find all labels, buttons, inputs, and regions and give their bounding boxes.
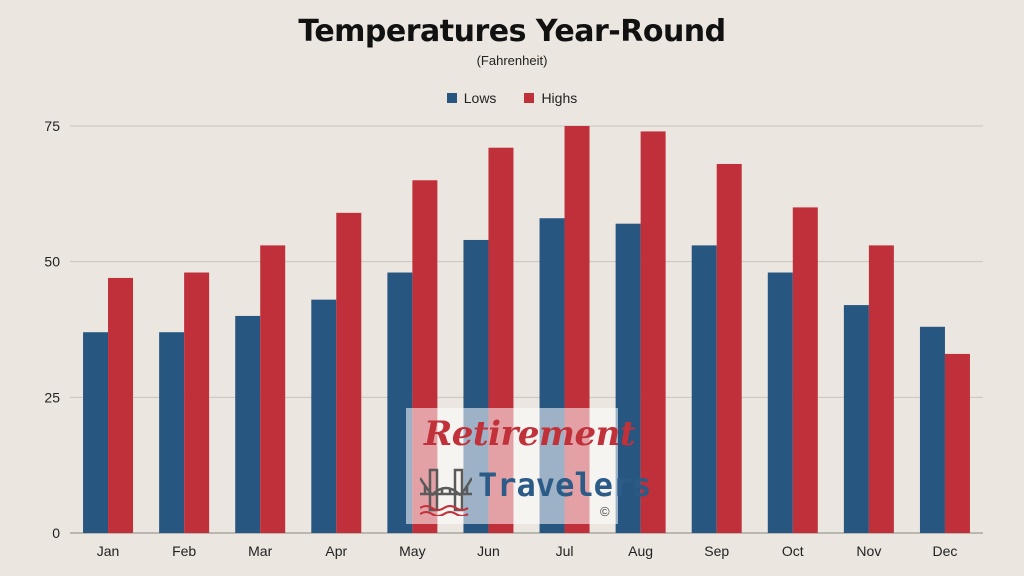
y-axis-ticks: 0 25 50 75 — [44, 118, 60, 541]
x-tick-label-apr: Apr — [325, 543, 347, 559]
x-tick-label-jun: Jun — [477, 543, 500, 559]
chart-subtitle: (Fahrenheit) — [476, 53, 548, 68]
watermark-line2: Travelers — [478, 466, 652, 504]
legend-item-lows: Lows — [446, 90, 497, 106]
x-tick-label-jul: Jul — [556, 543, 574, 559]
bar-lows-feb — [159, 332, 185, 533]
bar-highs-sep — [716, 163, 742, 533]
x-tick-label-mar: Mar — [248, 543, 272, 559]
gridlines — [70, 125, 983, 534]
legend-item-highs: Highs — [524, 90, 577, 106]
bar-highs-mar — [260, 245, 286, 534]
x-tick-label-may: May — [399, 543, 425, 559]
bar-highs-feb — [184, 272, 210, 533]
legend-swatch-highs — [524, 93, 535, 103]
y-tick-label-50: 50 — [44, 254, 60, 270]
x-tick-label-jan: Jan — [97, 543, 120, 559]
legend-label-highs: Highs — [541, 90, 578, 106]
watermark-line1: Retirement — [424, 414, 636, 454]
bar-lows-jan — [83, 332, 109, 533]
bar-lows-apr — [311, 299, 337, 533]
copyright-mark: © — [600, 504, 610, 519]
legend-label-lows: Lows — [463, 90, 497, 106]
y-tick-label-25: 25 — [44, 389, 60, 405]
bar-lows-nov — [843, 305, 869, 533]
bar-highs-nov — [868, 245, 894, 534]
legend: Lows Highs — [0, 90, 1024, 106]
bar-lows-oct — [767, 272, 793, 533]
legend-swatch-lows — [446, 93, 457, 103]
bar-lows-aug — [615, 223, 641, 533]
bar-highs-jan — [108, 277, 134, 533]
watermark-logo: Retirement Travelers © — [406, 408, 651, 524]
bridge-icon — [420, 468, 472, 516]
bar-highs-aug — [640, 131, 666, 533]
x-tick-label-dec: Dec — [933, 543, 958, 559]
x-tick-label-aug: Aug — [628, 543, 653, 559]
x-tick-label-feb: Feb — [172, 543, 196, 559]
bar-highs-dec — [944, 353, 970, 533]
x-tick-label-oct: Oct — [782, 543, 804, 559]
y-tick-label-75: 75 — [44, 118, 60, 134]
bar-lows-mar — [235, 315, 261, 533]
bar-lows-sep — [691, 245, 717, 534]
chart-title: Temperatures Year-Round — [298, 14, 726, 49]
y-tick-label-0: 0 — [52, 525, 60, 541]
bar-highs-apr — [336, 212, 362, 533]
bar-highs-oct — [792, 207, 818, 533]
x-tick-label-nov: Nov — [856, 543, 881, 559]
bar-lows-dec — [919, 326, 945, 533]
x-tick-label-sep: Sep — [704, 543, 729, 559]
x-axis-ticks: Jan Feb Mar Apr May Jun Jul Aug Sep Oct Nov Dec — [97, 543, 958, 559]
